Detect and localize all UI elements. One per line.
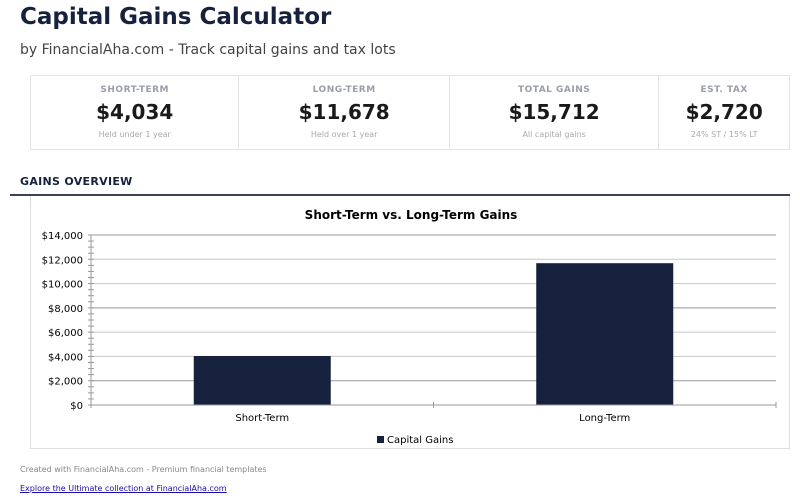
y-tick-label: $12,000 bbox=[42, 255, 83, 266]
bar-chart: Short-Term vs. Long-Term Gains $0 $2,000 $… bbox=[42, 208, 777, 446]
footer-link[interactable]: Explore the Ultimate collection at Finan… bbox=[20, 484, 227, 493]
bar-short-term bbox=[193, 356, 331, 405]
card-label: LONG-TERM bbox=[312, 85, 376, 95]
card-sub: 24% ST / 15% LT bbox=[690, 130, 758, 139]
page-title: Capital Gains Calculator bbox=[20, 4, 332, 30]
chart-container: Short-Term vs. Long-Term Gains $0 $2,000 $… bbox=[30, 196, 790, 449]
card-value: $11,678 bbox=[298, 100, 390, 124]
chart-title: Short-Term vs. Long-Term Gains bbox=[305, 208, 518, 222]
card-value: $4,034 bbox=[96, 100, 174, 124]
legend-label: Capital Gains bbox=[387, 435, 453, 446]
card-label: SHORT-TERM bbox=[100, 85, 170, 95]
page-subtitle: by FinancialAha.com - Track capital gain… bbox=[20, 42, 396, 58]
y-tick-label: $10,000 bbox=[42, 280, 83, 291]
x-tick-label: Short-Term bbox=[235, 413, 289, 424]
y-tick-label: $0 bbox=[70, 401, 83, 412]
legend-swatch bbox=[377, 436, 384, 443]
y-tick-label: $14,000 bbox=[42, 231, 83, 242]
summary-cards: SHORT-TERM $4,034 Held under 1 year LONG… bbox=[30, 75, 790, 150]
card-value: $2,720 bbox=[685, 100, 763, 124]
x-tick-label: Long-Term bbox=[579, 413, 630, 424]
card-label: TOTAL GAINS bbox=[517, 85, 591, 95]
card-sub: Held over 1 year bbox=[310, 130, 378, 139]
section-title: GAINS OVERVIEW bbox=[20, 175, 133, 188]
section-divider bbox=[10, 194, 790, 196]
y-tick-label: $2,000 bbox=[48, 377, 83, 388]
card-sub: Held under 1 year bbox=[98, 130, 171, 139]
card-short-term: SHORT-TERM $4,034 Held under 1 year bbox=[31, 76, 240, 149]
card-long-term: LONG-TERM $11,678 Held over 1 year bbox=[239, 76, 450, 149]
card-label: EST. TAX bbox=[700, 85, 748, 95]
card-est-tax: EST. TAX $2,720 24% ST / 15% LT bbox=[659, 76, 789, 149]
y-tick-label: $8,000 bbox=[48, 304, 83, 315]
card-value: $15,712 bbox=[508, 100, 600, 124]
card-sub: All capital gains bbox=[522, 130, 586, 139]
card-total-gains: TOTAL GAINS $15,712 All capital gains bbox=[450, 76, 660, 149]
y-tick-label: $4,000 bbox=[48, 352, 83, 363]
footer-credit: Created with FinancialAha.com - Premium … bbox=[20, 465, 267, 474]
y-tick-label: $6,000 bbox=[48, 328, 83, 339]
bar-long-term bbox=[536, 263, 674, 405]
